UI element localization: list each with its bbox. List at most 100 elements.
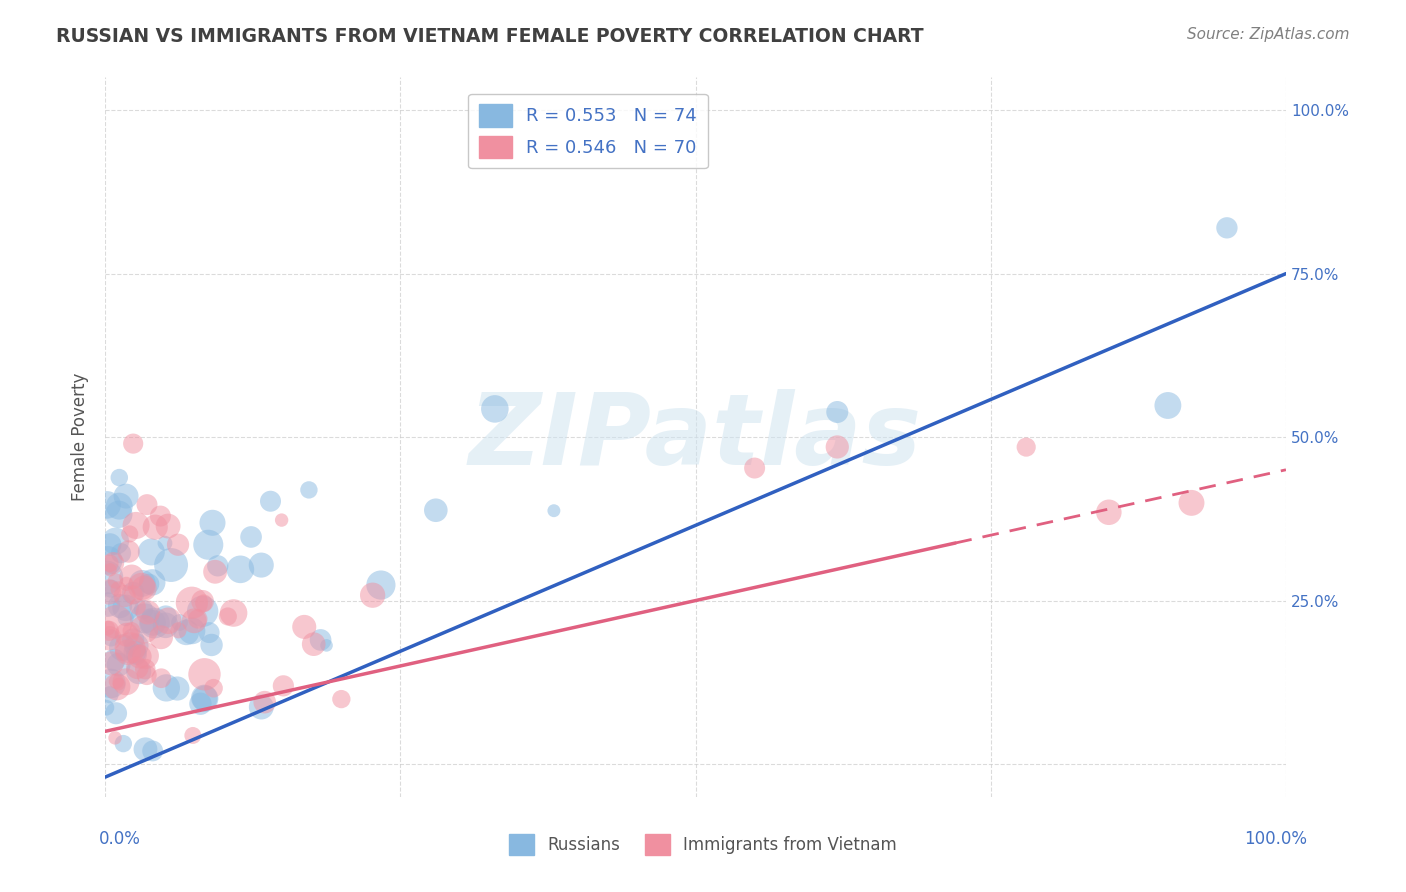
Point xyxy=(176,625,198,640)
Point xyxy=(250,700,273,714)
Point xyxy=(97,598,120,612)
Point xyxy=(191,604,214,618)
Point xyxy=(108,499,131,513)
Point xyxy=(298,483,321,497)
Point xyxy=(98,538,121,552)
Point xyxy=(1180,496,1202,510)
Point xyxy=(105,680,128,694)
Point xyxy=(107,508,129,522)
Point xyxy=(104,615,127,629)
Point xyxy=(98,563,121,577)
Text: ZIPatlas: ZIPatlas xyxy=(470,389,922,485)
Point xyxy=(104,534,127,549)
Point xyxy=(122,588,145,602)
Point xyxy=(115,489,138,503)
Point xyxy=(107,657,129,672)
Point xyxy=(114,611,136,625)
Point xyxy=(122,632,145,647)
Point xyxy=(827,440,849,454)
Point xyxy=(198,625,221,640)
Point xyxy=(187,612,209,626)
Point xyxy=(167,624,190,638)
Point xyxy=(157,519,180,533)
Point xyxy=(160,558,183,572)
Point xyxy=(97,624,120,638)
Point xyxy=(132,602,155,616)
Point xyxy=(105,706,128,721)
Point xyxy=(157,614,180,628)
Point xyxy=(370,578,392,592)
Point xyxy=(141,575,163,590)
Point xyxy=(100,657,122,671)
Point xyxy=(132,582,155,596)
Point xyxy=(167,538,190,552)
Point xyxy=(153,536,176,550)
Point xyxy=(201,516,224,530)
Text: RUSSIAN VS IMMIGRANTS FROM VIETNAM FEMALE POVERTY CORRELATION CHART: RUSSIAN VS IMMIGRANTS FROM VIETNAM FEMAL… xyxy=(56,27,924,45)
Text: Source: ZipAtlas.com: Source: ZipAtlas.com xyxy=(1187,27,1350,42)
Point xyxy=(361,588,384,602)
Point xyxy=(543,504,565,518)
Text: 100.0%: 100.0% xyxy=(1244,830,1308,847)
Point xyxy=(110,546,132,560)
Point xyxy=(484,401,506,416)
Point xyxy=(190,697,212,711)
Point xyxy=(125,648,148,662)
Point xyxy=(103,653,125,667)
Point xyxy=(270,513,292,527)
Point xyxy=(193,690,215,705)
Point xyxy=(100,676,122,690)
Point xyxy=(97,553,120,567)
Point xyxy=(138,608,160,623)
Point xyxy=(124,645,146,659)
Point xyxy=(273,679,295,693)
Point xyxy=(104,731,127,745)
Point xyxy=(1216,220,1239,235)
Point xyxy=(120,640,142,655)
Point xyxy=(98,556,121,570)
Point xyxy=(183,614,205,628)
Point xyxy=(114,600,136,615)
Point xyxy=(100,631,122,645)
Point xyxy=(204,565,226,579)
Point xyxy=(114,589,136,603)
Text: 0.0%: 0.0% xyxy=(98,830,141,847)
Point xyxy=(96,700,118,714)
Point xyxy=(96,498,118,512)
Point xyxy=(105,674,128,689)
Point xyxy=(250,558,273,573)
Point xyxy=(169,615,191,630)
Legend: Russians, Immigrants from Vietnam: Russians, Immigrants from Vietnam xyxy=(502,828,904,862)
Point xyxy=(100,582,122,596)
Point xyxy=(134,622,156,636)
Point xyxy=(134,742,156,756)
Point xyxy=(107,582,129,596)
Point xyxy=(1157,399,1180,413)
Point xyxy=(253,695,276,709)
Point xyxy=(155,618,177,632)
Point xyxy=(121,570,143,584)
Point xyxy=(150,630,173,644)
Point xyxy=(125,518,148,533)
Point xyxy=(191,594,214,608)
Point xyxy=(127,599,149,614)
Point xyxy=(155,681,177,695)
Point xyxy=(330,692,353,706)
Point xyxy=(166,681,188,696)
Point xyxy=(302,637,325,651)
Point xyxy=(97,585,120,599)
Point xyxy=(115,674,138,689)
Point xyxy=(98,632,121,646)
Legend: R = 0.553   N = 74, R = 0.546   N = 70: R = 0.553 N = 74, R = 0.546 N = 70 xyxy=(468,94,707,169)
Point xyxy=(135,648,157,663)
Point xyxy=(128,649,150,664)
Point xyxy=(122,586,145,600)
Point xyxy=(181,624,204,638)
Point xyxy=(194,691,217,706)
Point xyxy=(180,596,202,610)
Point xyxy=(97,621,120,635)
Point xyxy=(125,639,148,653)
Point xyxy=(120,624,142,638)
Point xyxy=(202,681,225,696)
Point xyxy=(259,494,281,508)
